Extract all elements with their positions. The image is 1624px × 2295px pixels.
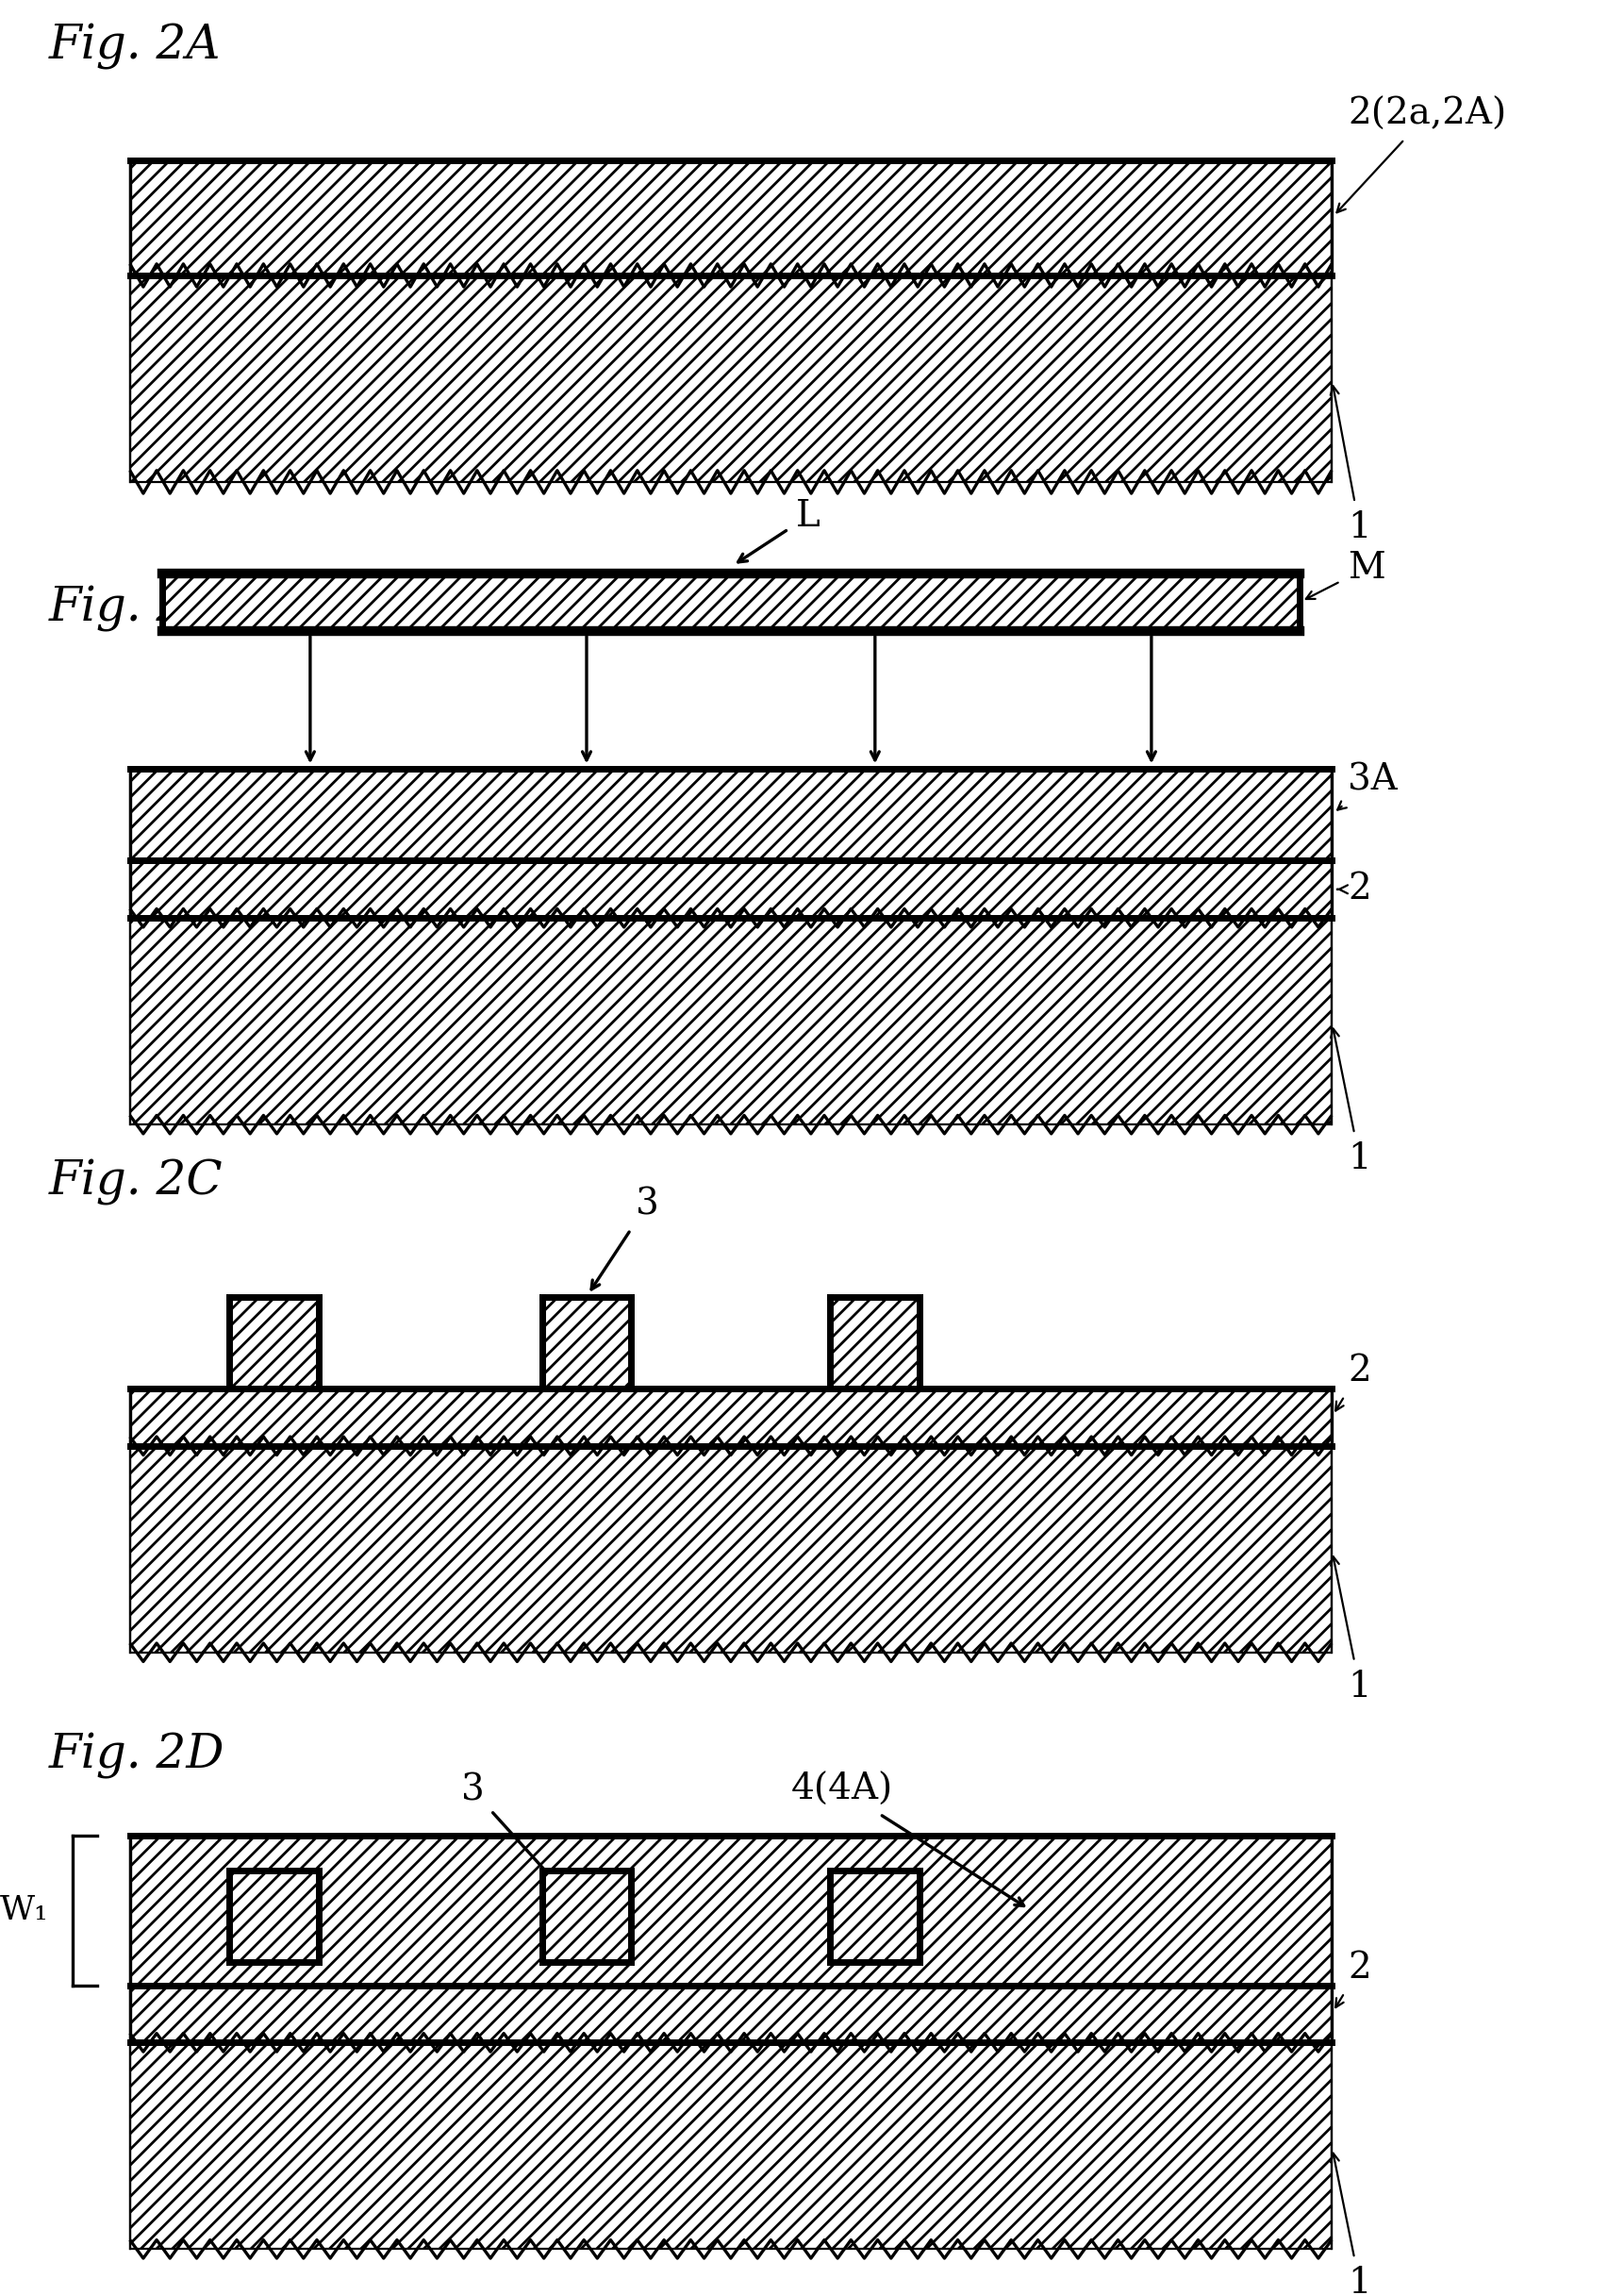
Text: 2: 2 <box>1338 872 1371 907</box>
Text: 1: 1 <box>1330 1556 1371 1705</box>
Text: 4(4A): 4(4A) <box>791 1772 1023 1905</box>
Text: W₁: W₁ <box>0 1896 49 1926</box>
Bar <box>542 1870 632 1962</box>
Text: Fig. 2D: Fig. 2D <box>49 1733 224 1779</box>
Bar <box>830 1297 919 1388</box>
Bar <box>130 2043 1332 2249</box>
Text: 3: 3 <box>461 1772 581 1909</box>
Text: 2: 2 <box>1335 1951 1371 2008</box>
Text: 2: 2 <box>1335 1354 1371 1411</box>
Bar <box>229 1870 318 1962</box>
Bar <box>162 574 1299 631</box>
Bar <box>130 918 1332 1125</box>
Bar <box>130 1985 1332 2043</box>
Bar <box>542 1297 632 1388</box>
Bar <box>130 861 1332 918</box>
Bar <box>130 1388 1332 1446</box>
Bar <box>130 769 1332 861</box>
Bar <box>130 1446 1332 1652</box>
Text: 1: 1 <box>1330 2153 1371 2295</box>
Text: L: L <box>739 498 820 562</box>
Text: 1: 1 <box>1330 1028 1371 1177</box>
Text: 1: 1 <box>1330 386 1371 546</box>
Text: Fig. 2A: Fig. 2A <box>49 23 221 69</box>
Bar <box>830 1870 919 1962</box>
Bar <box>130 161 1332 275</box>
Bar <box>130 275 1332 482</box>
Bar <box>130 1836 1332 1985</box>
Bar <box>229 1297 318 1388</box>
Text: 3A: 3A <box>1338 762 1398 810</box>
Text: M: M <box>1306 551 1385 599</box>
Text: 3: 3 <box>591 1187 659 1290</box>
Text: Fig. 2B: Fig. 2B <box>49 585 221 631</box>
Text: Fig. 2C: Fig. 2C <box>49 1159 222 1205</box>
Text: 2(2a,2A): 2(2a,2A) <box>1337 96 1507 213</box>
